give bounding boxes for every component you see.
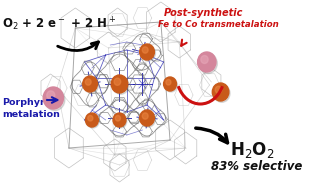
Text: O$_2$ + 2 e$^-$ + 2 H$^+$: O$_2$ + 2 e$^-$ + 2 H$^+$ bbox=[2, 16, 116, 33]
Circle shape bbox=[45, 89, 65, 111]
Circle shape bbox=[163, 77, 176, 91]
Circle shape bbox=[112, 76, 129, 94]
Circle shape bbox=[164, 78, 177, 92]
Circle shape bbox=[140, 110, 154, 126]
Circle shape bbox=[114, 114, 127, 128]
Circle shape bbox=[84, 77, 99, 93]
Circle shape bbox=[115, 115, 120, 121]
Circle shape bbox=[83, 76, 97, 92]
Circle shape bbox=[85, 79, 91, 85]
Circle shape bbox=[111, 75, 128, 93]
Circle shape bbox=[88, 115, 93, 121]
Circle shape bbox=[166, 79, 171, 85]
Text: 83% selective: 83% selective bbox=[211, 160, 303, 173]
Circle shape bbox=[86, 114, 99, 128]
Circle shape bbox=[214, 84, 230, 102]
Circle shape bbox=[47, 91, 55, 100]
Text: Post-synthetic: Post-synthetic bbox=[163, 8, 243, 18]
Circle shape bbox=[199, 53, 217, 74]
Text: metalation: metalation bbox=[2, 110, 60, 119]
Circle shape bbox=[212, 83, 229, 101]
Circle shape bbox=[198, 52, 216, 72]
Text: Fe to Co transmetalation: Fe to Co transmetalation bbox=[158, 20, 279, 29]
Text: Porphyrin: Porphyrin bbox=[2, 98, 54, 107]
Circle shape bbox=[201, 56, 208, 64]
Circle shape bbox=[113, 113, 126, 127]
Circle shape bbox=[215, 86, 222, 93]
Circle shape bbox=[43, 87, 63, 109]
Circle shape bbox=[141, 45, 156, 61]
Circle shape bbox=[142, 47, 148, 53]
Text: H$_2$O$_2$: H$_2$O$_2$ bbox=[230, 140, 274, 160]
Circle shape bbox=[141, 111, 156, 127]
Circle shape bbox=[114, 78, 121, 85]
Circle shape bbox=[142, 113, 148, 119]
Circle shape bbox=[140, 44, 154, 60]
Circle shape bbox=[85, 113, 98, 127]
